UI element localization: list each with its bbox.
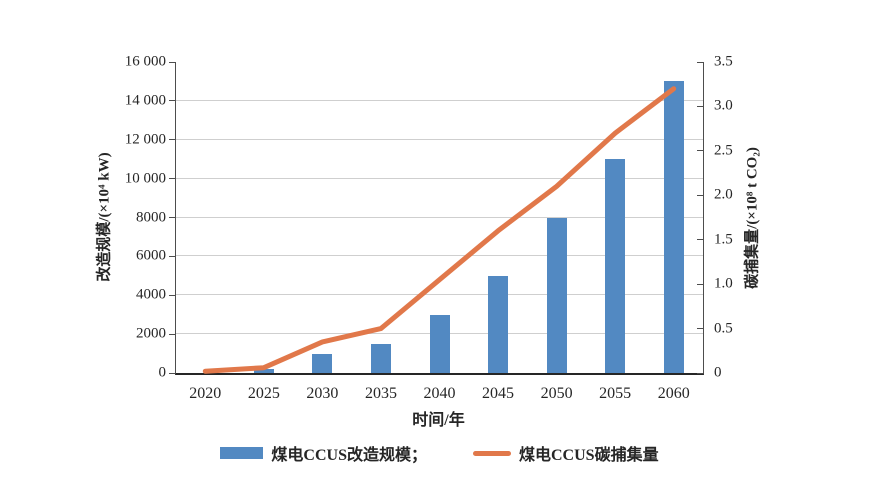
right-axis-tick [697, 283, 703, 285]
left-axis-tick [168, 372, 175, 374]
x-tick-label-2020: 2020 [189, 385, 222, 402]
x-tick-label-2045: 2045 [482, 385, 515, 402]
legend-label-bar: 煤电CCUS改造规模； [271, 447, 427, 464]
right-axis-tick-label: 1.5 [714, 231, 733, 248]
gridline [176, 255, 703, 257]
x-tick-label-2050: 2050 [540, 385, 573, 402]
left-axis-tick [168, 217, 175, 218]
bar-series-swatch-icon [220, 447, 264, 459]
left-axis-tick [168, 61, 175, 63]
left-axis-tick-label: 14 000 [124, 92, 166, 109]
bar-2060 [663, 81, 684, 373]
right-axis-tick [697, 61, 703, 63]
left-axis-tick-label: 16 000 [124, 53, 166, 70]
left-axis-tick [168, 294, 175, 296]
x-tick-label-2030: 2030 [306, 385, 339, 402]
left-axis-tick-label: 10 000 [124, 170, 166, 187]
bar-2040 [429, 314, 450, 373]
left-axis-tick-label: 4000 [136, 286, 166, 303]
left-axis-tick-label: 12 000 [124, 131, 166, 148]
right-axis-tick-label: 3.0 [714, 97, 733, 114]
left-axis-tick-label: 2000 [136, 325, 166, 342]
right-axis-tick [697, 105, 703, 107]
right-axis-tick [697, 328, 703, 330]
line-path [202, 86, 677, 374]
line-series [202, 86, 677, 374]
x-tick-label-2040: 2040 [423, 385, 456, 402]
left-axis-tick-label: 0 [158, 364, 167, 381]
left-axis-tick [168, 333, 175, 335]
x-tick-label-2055: 2055 [599, 385, 632, 402]
gridline [176, 99, 703, 101]
right-axis-tick-label: 2.0 [714, 186, 733, 203]
x-tick-label-2060: 2060 [657, 385, 690, 402]
legend-item-bar: 煤电CCUS改造规模； [220, 441, 427, 465]
plot-area: 0 2000 4000 6000 8000 10 000 12 000 14 000 16 00… [125, 54, 733, 402]
right-axis-tick-label: 3.5 [714, 53, 733, 70]
bar-2030 [312, 353, 333, 373]
left-axis-title: 改造规模/(×10⁴ kW) [96, 152, 113, 282]
left-axis-tick-label: 8000 [136, 209, 166, 225]
right-axis-tick [697, 372, 703, 374]
right-axis-tick [697, 194, 703, 196]
bar-2025 [253, 369, 274, 373]
gridline [176, 138, 703, 140]
bar-2050 [546, 217, 567, 373]
x-tick-label-2035: 2035 [364, 385, 397, 402]
right-axis-tick-label: 0.5 [714, 320, 733, 337]
right-axis-tick-label: 0 [714, 364, 722, 381]
bar-2045 [488, 275, 509, 373]
bar-2035 [370, 343, 391, 373]
line-series-swatch-icon [473, 450, 511, 456]
x-axis-title: 时间/年 [412, 412, 465, 429]
left-axis-tick [168, 139, 175, 141]
left-axis-tick [168, 100, 175, 102]
right-axis-title: 碳捕集量/(×10⁸ t CO₂) [744, 147, 761, 289]
bar-2055 [605, 159, 626, 373]
left-axis-tick-label: 6000 [136, 247, 166, 264]
x-tick-label-2025: 2025 [247, 385, 280, 402]
right-axis-tick-label: 2.5 [714, 142, 733, 159]
gridline [176, 177, 703, 179]
legend-label-line: 煤电CCUS碳捕集量 [519, 447, 659, 464]
left-axis-tick [168, 255, 175, 257]
legend-item-line: 煤电CCUS碳捕集量 [473, 441, 659, 465]
right-axis-tick-label: 1.0 [714, 275, 733, 292]
right-axis-tick [697, 239, 703, 241]
gridline [176, 294, 703, 296]
left-axis-tick [168, 178, 175, 180]
gridline [176, 216, 703, 218]
legend: 煤电CCUS改造规模； 煤电CCUS碳捕集量 [0, 441, 879, 465]
right-axis-tick [697, 150, 703, 152]
